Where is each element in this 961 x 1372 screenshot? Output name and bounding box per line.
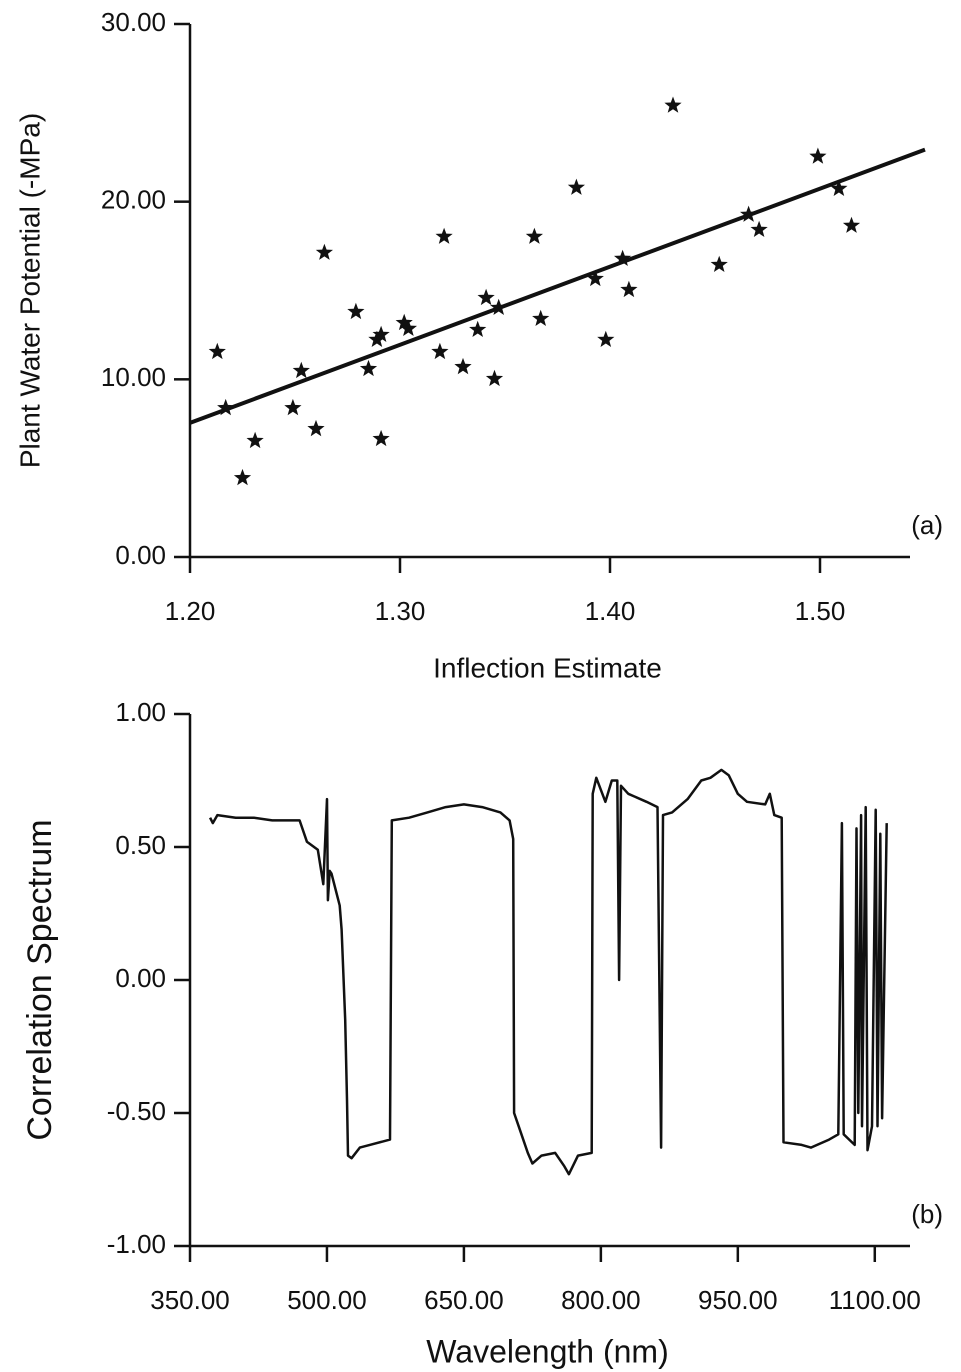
point [399,319,417,336]
spectrum-line [208,768,888,1176]
point [217,398,235,416]
point [359,359,378,377]
panel-label: (b) [911,1199,943,1229]
point [454,357,472,375]
y-tick-label: -1.00 [107,1229,166,1259]
point [809,147,827,164]
point [710,255,728,272]
point [233,468,252,486]
point [750,220,768,237]
x-tick-label: 950.00 [698,1285,778,1315]
x-tick-label: 650.00 [424,1285,504,1315]
x-tick-label: 500.00 [287,1285,367,1315]
point [307,419,325,437]
fit-line [189,147,926,425]
point [208,342,226,360]
point [372,429,390,447]
point [532,309,550,326]
y-tick-label: 20.00 [101,185,166,215]
point [525,227,543,244]
x-axis-title: Inflection Estimate [433,652,662,683]
y-tick-label: 0.00 [115,540,166,570]
point [614,249,632,266]
point [395,313,413,331]
point [597,330,615,347]
point [830,179,848,196]
x-tick-label: 1.20 [165,596,216,626]
point [284,398,302,416]
point [477,288,495,306]
point [435,227,453,244]
y-tick-label: 0.50 [115,830,166,860]
y-tick-label: -0.50 [107,1096,166,1126]
point [347,302,365,320]
point [372,325,390,342]
x-tick-label: 1.30 [375,596,426,626]
point [469,320,487,337]
x-tick-label: 1.40 [585,596,636,626]
y-axis-title: Plant Water Potential (-MPa) [14,113,45,468]
point [586,269,604,287]
x-tick-label: 800.00 [561,1285,641,1315]
x-tick-label: 1.50 [795,596,846,626]
y-tick-label: 0.00 [115,963,166,993]
point [315,243,333,260]
point [490,298,508,315]
y-tick-label: 30.00 [101,7,166,37]
point [664,96,682,113]
point [485,369,504,387]
point [740,205,758,222]
x-tick-label: 1100.00 [829,1285,921,1315]
point [842,216,861,233]
y-tick-label: 10.00 [101,362,166,392]
point [246,431,264,449]
y-axis-title: Correlation Spectrum [21,819,59,1140]
point [620,280,638,298]
x-tick-label: 350.00 [150,1285,230,1315]
point [431,342,449,360]
point [292,361,310,379]
panel-label: (a) [911,510,943,540]
y-tick-label: 1.00 [115,697,166,727]
x-axis-title: Wavelength (nm) [426,1333,668,1369]
point [567,178,585,195]
